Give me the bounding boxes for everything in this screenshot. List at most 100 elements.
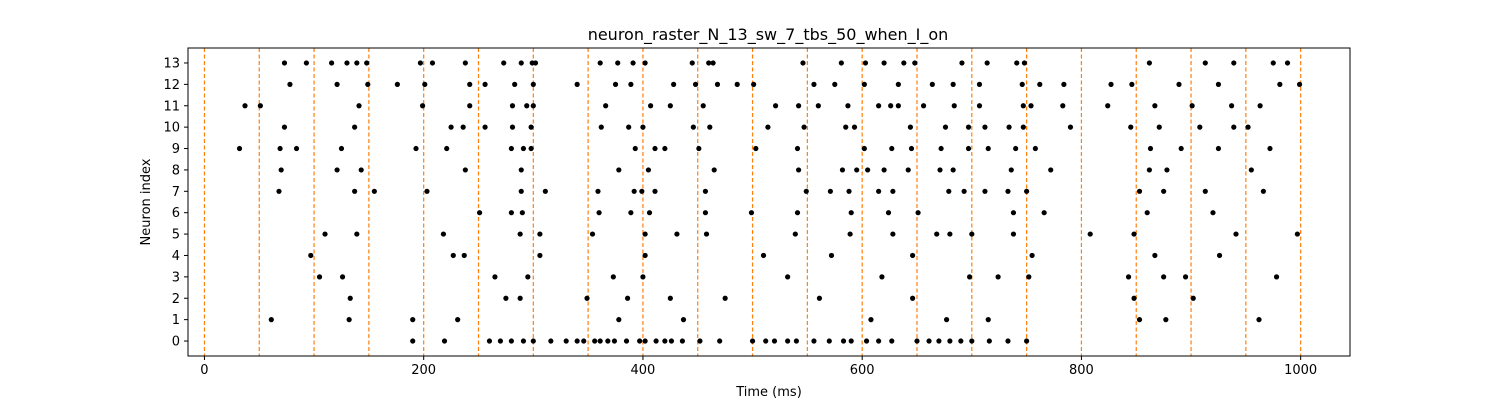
spike-n13-t289 — [518, 60, 524, 66]
spike-n7-t588 — [846, 188, 852, 194]
spike-n11-t141 — [356, 103, 362, 109]
spike-n1-t61 — [268, 317, 274, 323]
spike-n6-t280 — [508, 210, 514, 216]
spike-n9-t697 — [965, 145, 972, 152]
y-tick-label-0: 0 — [172, 335, 180, 350]
spike-n5-t288 — [517, 231, 523, 237]
spike-n7-t155 — [371, 188, 377, 194]
spike-n3-t400 — [640, 274, 646, 280]
spike-n12-t176 — [394, 81, 400, 87]
spike-n1-t962 — [1256, 317, 1262, 323]
spike-n3-t895 — [1182, 274, 1189, 280]
spike-n13-t988 — [1284, 60, 1291, 66]
spike-points — [236, 60, 1303, 344]
spike-n8-t121 — [334, 167, 340, 173]
spike-n5-t997 — [1294, 231, 1300, 237]
spike-n1-t715 — [985, 317, 991, 323]
spike-n4-t306 — [537, 252, 543, 259]
spike-n9-t280 — [508, 145, 514, 152]
spike-n9-t221 — [444, 145, 450, 152]
spike-n3-t265 — [492, 274, 498, 280]
spike-n13-t546 — [800, 60, 806, 66]
spike-n12-t300 — [530, 81, 536, 87]
x-axis: 0 200 400 600 800 1000 — [200, 356, 1317, 378]
spike-n13-t862 — [1146, 60, 1152, 66]
x-tick-label-200: 200 — [411, 363, 436, 378]
spike-n4-t926 — [1216, 252, 1223, 259]
spike-n13-t648 — [912, 60, 918, 66]
spike-n10-t908 — [1197, 124, 1203, 130]
spike-n8-t671 — [937, 167, 943, 173]
spike-n10-t547 — [801, 124, 807, 130]
spike-n2-t386 — [624, 295, 631, 301]
spike-n1-t437 — [680, 317, 687, 323]
spike-n0-t604 — [863, 338, 870, 344]
spike-n5-t700 — [969, 231, 975, 237]
spike-n5-t354 — [589, 231, 596, 237]
spike-n6-t738 — [1010, 210, 1017, 216]
spike-n12-t448 — [692, 81, 699, 87]
spike-n11-t300 — [530, 103, 536, 109]
spike-n0-t374 — [611, 338, 618, 344]
spike-n3-t126 — [339, 274, 346, 280]
spike-n7-t549 — [803, 188, 809, 194]
spike-n3-t105 — [316, 274, 323, 280]
spike-n11-t937 — [1229, 103, 1235, 109]
spike-n1-t378 — [616, 317, 622, 323]
spike-n12-t468 — [714, 81, 721, 87]
spike-n0-t316 — [548, 338, 554, 344]
spike-n10-t387 — [626, 124, 632, 130]
spike-n7-t411 — [652, 188, 658, 194]
spike-n3-t752 — [1026, 274, 1032, 280]
spike-n5-t306 — [537, 231, 543, 237]
spike-n7-t289 — [518, 188, 524, 194]
spike-n10-t644 — [907, 124, 914, 130]
spike-n8-t582 — [839, 167, 846, 173]
spike-n10-t225 — [448, 124, 454, 130]
spike-n13-t975 — [1270, 60, 1276, 66]
spike-n8-t955 — [1248, 167, 1254, 173]
spike-n11-t281 — [509, 103, 516, 109]
spike-n13-t361 — [597, 60, 603, 66]
spike-n1-t231 — [455, 317, 461, 323]
spike-n8-t683 — [950, 167, 956, 173]
spike-n6-t766 — [1041, 210, 1047, 216]
spike-n11-t707 — [976, 103, 983, 109]
spike-n7-t750 — [1024, 188, 1030, 194]
spike-n9-t69 — [277, 145, 283, 152]
spike-n11-t294 — [524, 103, 530, 109]
y-tick-label-3: 3 — [172, 270, 180, 285]
spike-n12-t428 — [671, 81, 677, 87]
spike-n8-t605 — [865, 167, 871, 173]
spike-n0-t700 — [969, 338, 975, 344]
spike-n13-t208 — [429, 60, 436, 66]
spike-n13-t130 — [344, 60, 350, 66]
spike-n6-t389 — [628, 210, 634, 216]
spike-n5-t139 — [354, 231, 360, 237]
spike-n9-t925 — [1215, 145, 1222, 152]
spike-n12-t633 — [895, 81, 901, 87]
y-tick-label-10: 10 — [163, 121, 180, 136]
spike-n13-t148 — [364, 60, 370, 66]
y-tick-label-12: 12 — [163, 78, 180, 93]
spike-n3-t698 — [967, 274, 973, 280]
spike-n10-t281 — [509, 124, 516, 130]
spike-n8-t465 — [711, 167, 717, 173]
spike-n4-t97 — [308, 252, 314, 259]
spike-n0-t520 — [771, 338, 778, 344]
spike-n10-t845 — [1128, 124, 1134, 130]
spike-n5-t402 — [642, 231, 648, 237]
spike-n3-t978 — [1273, 274, 1280, 280]
spike-n8-t620 — [881, 167, 887, 173]
spike-n7-t203 — [424, 188, 430, 194]
spike-n9-t972 — [1267, 145, 1273, 152]
y-tick-label-7: 7 — [172, 185, 180, 200]
spike-n0-t426 — [668, 338, 675, 344]
y-tick-label-8: 8 — [172, 163, 180, 178]
spike-n4-t510 — [760, 252, 767, 259]
spike-n8-t878 — [1164, 167, 1170, 173]
spike-n0-t190 — [410, 338, 416, 344]
spike-n8-t642 — [905, 167, 911, 173]
x-tick-label-0: 0 — [200, 363, 208, 378]
spike-n8-t405 — [645, 167, 652, 173]
